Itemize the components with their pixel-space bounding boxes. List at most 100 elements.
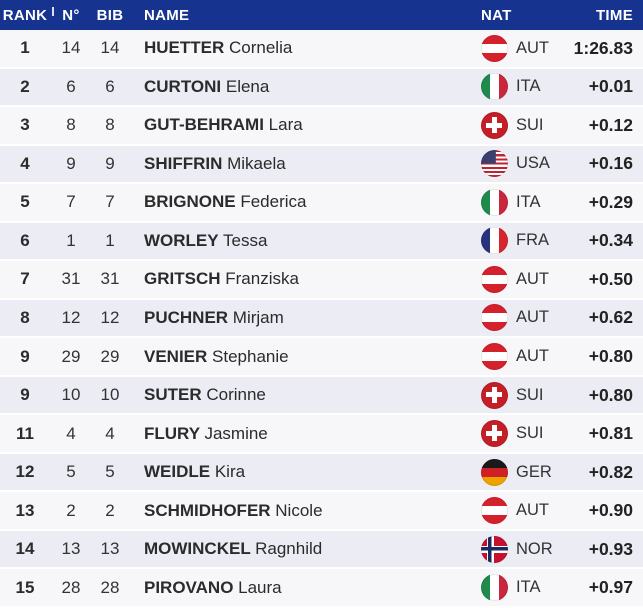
athlete-first-name: Tessa: [223, 230, 268, 250]
table-row: 13 2 2 SCHMIDHOFER Nicole AUT +0.90: [0, 492, 643, 531]
athlete-first-name: Jasmine: [204, 423, 268, 443]
nation-code: SUI: [516, 115, 544, 134]
table-row: 11 4 4 FLURY Jasmine SUI +0.81: [0, 415, 643, 454]
athlete-last-name: FLURY: [144, 423, 205, 443]
table-row: 9 10 10 SUTER Corinne SUI +0.80: [0, 376, 643, 416]
athlete-last-name: SHIFFRIN: [144, 153, 228, 173]
athlete-last-name: SUTER: [144, 385, 207, 405]
athlete-last-name: WEIDLE: [144, 462, 215, 482]
results-rows: 1 14 14 HUETTER Cornelia AUT 1:26.83 2 6…: [0, 30, 643, 608]
athlete-last-name: GUT-BEHRAMI: [144, 115, 269, 135]
nation-cell: AUT: [453, 497, 553, 525]
athlete-last-name: SCHMIDHOFER: [144, 500, 276, 520]
rank-value: 14: [15, 539, 35, 559]
athlete-first-name: Laura: [238, 577, 282, 597]
flag-icon-aut: [481, 343, 508, 371]
nation-code: SUI: [516, 424, 544, 443]
athlete-first-name: Ragnhild: [255, 539, 323, 559]
bib-value: 7: [105, 192, 115, 212]
athlete-first-name: Franziska: [225, 269, 299, 289]
nation-cell: SUI: [453, 381, 553, 409]
rank-value: 9: [20, 346, 30, 366]
header-divider: [52, 7, 54, 16]
flag-icon-ita: [481, 574, 508, 602]
athlete-first-name: Corinne: [206, 385, 266, 405]
athlete-name: GUT-BEHRAMI Lara: [128, 115, 453, 135]
nation-cell: USA: [453, 150, 553, 178]
time-value: +0.01: [588, 76, 633, 97]
bib-value: 6: [105, 76, 115, 96]
athlete-first-name: Kira: [214, 462, 246, 482]
header-bib: BIB: [96, 6, 124, 24]
athlete-last-name: CURTONI: [144, 76, 226, 96]
rank-value: 2: [20, 76, 30, 96]
athlete-last-name: MOWINCKEL: [144, 539, 256, 559]
nation-code: AUT: [516, 269, 549, 288]
athlete-name: WORLEY Tessa: [128, 231, 453, 251]
athlete-first-name: Federica: [240, 192, 307, 212]
athlete-last-name: HUETTER: [144, 38, 229, 58]
start-number-value: 31: [61, 269, 81, 289]
bib-value: 14: [100, 38, 120, 58]
time-value: +0.82: [588, 461, 633, 482]
athlete-first-name: Mirjam: [232, 307, 284, 327]
nation-cell: AUT: [453, 265, 553, 293]
nation-code: FRA: [516, 231, 549, 250]
header-time: TIME: [595, 6, 633, 24]
athlete-first-name: Stephanie: [212, 346, 289, 366]
nation-cell: SUI: [453, 420, 553, 448]
rank-value: 7: [20, 269, 30, 289]
athlete-name: PIROVANO Laura: [128, 578, 453, 598]
rank-value: 6: [20, 230, 30, 250]
start-number-value: 6: [66, 76, 76, 96]
nation-code: AUT: [516, 308, 549, 327]
bib-value: 13: [100, 539, 120, 559]
time-value: +0.93: [588, 538, 633, 559]
athlete-name: SCHMIDHOFER Nicole: [128, 501, 453, 521]
start-number-value: 12: [61, 307, 81, 327]
time-value: +0.16: [588, 153, 633, 174]
athlete-name: WEIDLE Kira: [128, 462, 453, 482]
table-row: 4 9 9 SHIFFRIN Mikaela USA +0.16: [0, 145, 643, 185]
bib-value: 28: [100, 577, 120, 597]
start-number-value: 10: [61, 385, 81, 405]
nation-cell: FRA: [453, 227, 553, 255]
table-row: 5 7 7 BRIGNONE Federica ITA +0.29: [0, 184, 643, 223]
time-value: +0.12: [588, 114, 633, 135]
athlete-first-name: Cornelia: [229, 38, 293, 58]
table-row: 9 29 29 VENIER Stephanie AUT +0.80: [0, 338, 643, 377]
athlete-name: GRITSCH Franziska: [128, 269, 453, 289]
athlete-name: PUCHNER Mirjam: [128, 308, 453, 328]
start-number-value: 9: [66, 153, 76, 173]
table-row: 3 8 8 GUT-BEHRAMI Lara SUI +0.12: [0, 107, 643, 146]
nation-code: AUT: [516, 347, 549, 366]
nation-code: USA: [516, 154, 550, 173]
start-number-value: 2: [66, 500, 76, 520]
nation-cell: ITA: [453, 188, 553, 216]
nation-code: GER: [516, 462, 552, 481]
nation-cell: AUT: [453, 304, 553, 332]
bib-value: 29: [100, 346, 120, 366]
athlete-last-name: GRITSCH: [144, 269, 226, 289]
bib-value: 1: [105, 230, 115, 250]
nation-cell: GER: [453, 458, 553, 486]
table-row: 15 28 28 PIROVANO Laura ITA +0.97: [0, 569, 643, 608]
nation-code: AUT: [516, 38, 549, 57]
time-value: +0.29: [588, 191, 633, 212]
nation-cell: NOR: [453, 535, 553, 563]
table-header: RANK N° BIB NAME NAT TIME: [0, 0, 643, 30]
athlete-last-name: VENIER: [144, 346, 213, 366]
start-number-value: 13: [61, 539, 81, 559]
rank-value: 11: [16, 423, 34, 443]
nation-code: AUT: [516, 501, 549, 520]
bib-value: 5: [105, 462, 115, 482]
header-name: NAME: [144, 6, 190, 24]
table-row: 12 5 5 WEIDLE Kira GER +0.82: [0, 453, 643, 493]
nation-code: ITA: [516, 192, 541, 211]
bib-value: 2: [105, 500, 115, 520]
athlete-last-name: PIROVANO: [144, 577, 239, 597]
athlete-name: BRIGNONE Federica: [128, 192, 453, 212]
rank-value: 5: [20, 192, 30, 212]
athlete-name: CURTONI Elena: [128, 77, 453, 97]
start-number-value: 5: [66, 462, 76, 482]
